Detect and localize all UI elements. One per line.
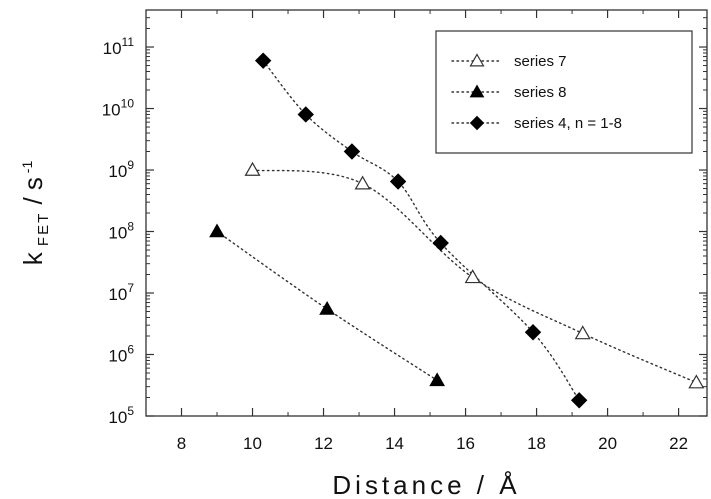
- data-point-series-2: [319, 300, 335, 315]
- x-tick-label: 18: [527, 434, 546, 453]
- x-tick-label: 10: [243, 434, 262, 453]
- y-tick-label: 105: [108, 404, 134, 427]
- legend-label: series 8: [514, 84, 567, 101]
- data-point-series-1: [354, 175, 371, 190]
- legend: series 7 series 8 series 4, n = 1-8: [435, 30, 693, 154]
- data-point-series-3: [254, 52, 272, 69]
- data-point-series-1: [688, 374, 705, 389]
- data-point-series-1: [464, 269, 481, 284]
- legend-label: series 4, n = 1-8: [514, 115, 622, 132]
- data-point-series-1: [244, 161, 261, 176]
- legend-label: series 7: [514, 53, 567, 70]
- data-point-series-2: [429, 372, 446, 387]
- x-tick-label: 8: [177, 434, 186, 453]
- data-point-series-3: [524, 324, 542, 341]
- x-axis-title: Distance / Å: [332, 470, 520, 499]
- y-tick-label: 106: [108, 343, 134, 366]
- data-point-series-3: [343, 143, 361, 160]
- x-tick-label: 20: [598, 434, 617, 453]
- legend-marker: [469, 115, 485, 131]
- data-point-series-1: [574, 325, 591, 340]
- y-tick-label: 107: [108, 281, 134, 304]
- y-axis: 105 106 107 108 109 1010 1011: [102, 9, 707, 427]
- data-point-series-3: [297, 106, 314, 123]
- series-points: [209, 52, 705, 409]
- data-point-series-3: [389, 173, 407, 190]
- x-tick-label: 22: [669, 434, 688, 453]
- data-point-series-3: [432, 234, 449, 252]
- data-point-series-3: [570, 392, 588, 409]
- y-tick-label: 1010: [102, 97, 135, 120]
- y-axis-title: k FET / s -1: [18, 161, 52, 266]
- x-tick-label: 16: [456, 434, 475, 453]
- x-tick-label: 14: [385, 434, 404, 453]
- legend-marker: [469, 53, 485, 67]
- x-tick-label: 12: [314, 434, 333, 453]
- y-tick-label: 1011: [103, 35, 135, 58]
- y-tick-label: 109: [108, 158, 134, 181]
- y-tick-label: 108: [108, 220, 134, 243]
- legend-marker: [469, 84, 485, 98]
- data-point-series-2: [209, 223, 225, 238]
- x-axis: 8 10 12 14 16 18 20 22: [145, 10, 688, 453]
